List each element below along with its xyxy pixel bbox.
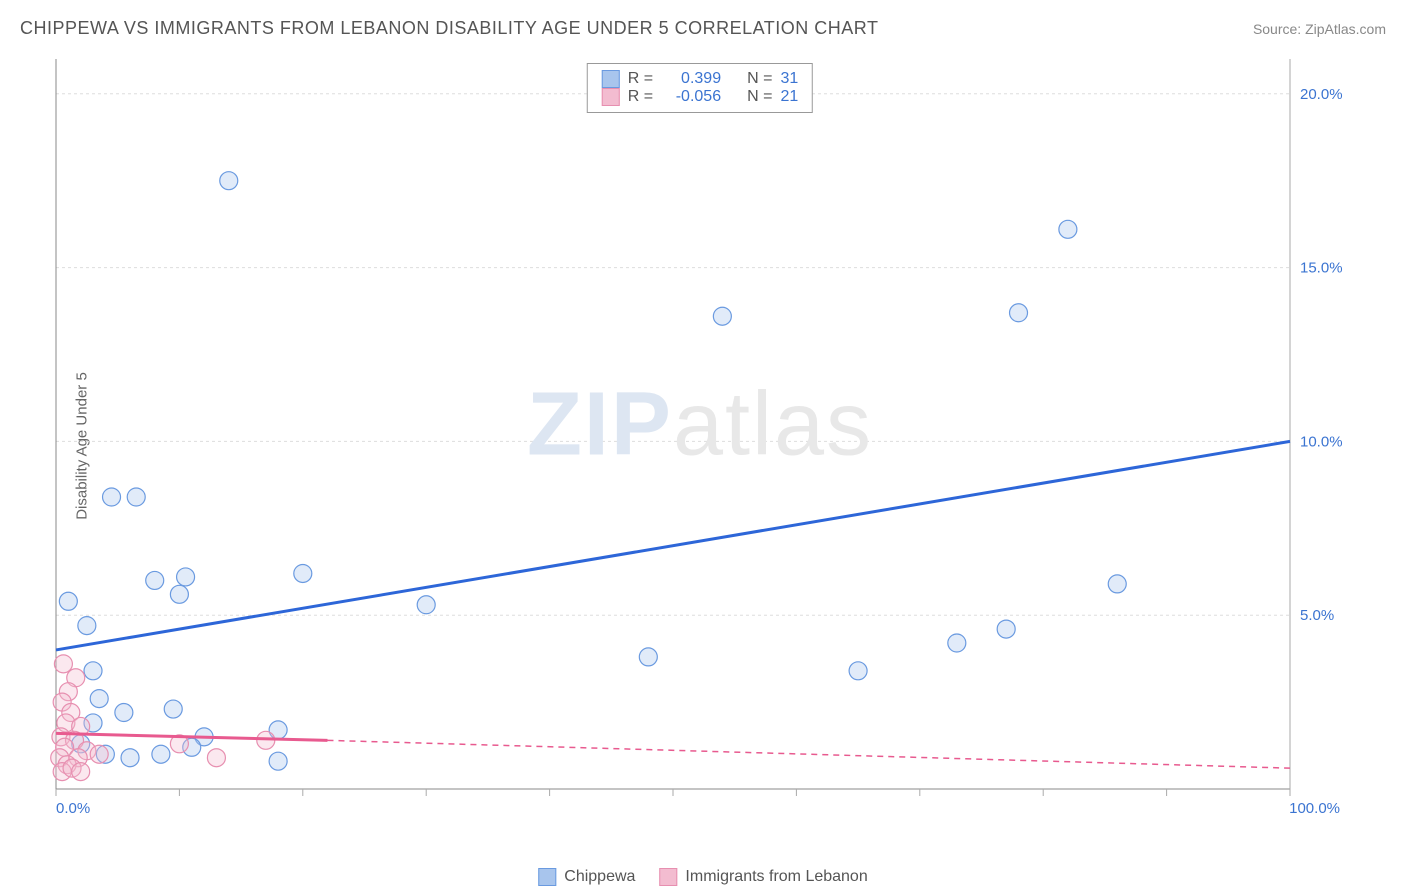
legend-label: Immigrants from Lebanon [685,868,867,886]
data-point [417,596,435,614]
legend-swatch [538,868,556,886]
legend-item: Chippewa [538,868,635,886]
data-point [849,662,867,680]
y-tick-label: 10.0% [1300,433,1343,450]
data-point [115,704,133,722]
data-point [59,592,77,610]
legend-swatch [602,70,620,88]
x-tick-label: 0.0% [56,800,90,817]
data-point [152,745,170,763]
r-value: -0.056 [661,88,721,106]
chart-plot-area: 5.0%10.0%15.0%20.0%0.0%100.0% ZIPatlas R… [50,55,1350,825]
trend-line-dashed [327,740,1290,768]
stats-legend-row: R = -0.056 N = 21 [602,88,798,106]
r-value: 0.399 [661,70,721,88]
data-point [220,172,238,190]
data-point [84,662,102,680]
legend-label: Chippewa [564,868,635,886]
n-value: 21 [780,88,798,106]
data-point [1108,575,1126,593]
y-tick-label: 5.0% [1300,607,1334,624]
legend-item: Immigrants from Lebanon [659,868,867,886]
data-point [164,700,182,718]
n-label: N = [747,88,772,106]
data-point [127,488,145,506]
data-point [997,620,1015,638]
chart-header: CHIPPEWA VS IMMIGRANTS FROM LEBANON DISA… [20,18,1386,39]
data-point [170,585,188,603]
data-point [1010,304,1028,322]
y-tick-label: 15.0% [1300,260,1343,277]
data-point [639,648,657,666]
chart-title: CHIPPEWA VS IMMIGRANTS FROM LEBANON DISA… [20,18,878,39]
stats-legend-row: R = 0.399 N = 31 [602,70,798,88]
data-point [1059,220,1077,238]
data-point [78,617,96,635]
data-point [90,745,108,763]
n-label: N = [747,70,772,88]
x-tick-label: 100.0% [1289,800,1340,817]
chart-svg: 5.0% 10.0% 15.0% 20.0% 0.0% 100.0% [50,55,1350,825]
data-point [72,763,90,781]
y-tick-label: 20.0% [1300,86,1343,103]
data-point [177,568,195,586]
r-label: R = [628,70,653,88]
r-label: R = [628,88,653,106]
n-value: 31 [780,70,798,88]
data-point [103,488,121,506]
data-point [713,307,731,325]
data-point [146,571,164,589]
data-point [948,634,966,652]
stats-legend: R = 0.399 N = 31 R = -0.056 N = 21 [587,63,813,113]
data-point [121,749,139,767]
data-point [207,749,225,767]
data-point [54,655,72,673]
chart-source: Source: ZipAtlas.com [1253,21,1386,37]
data-point [294,564,312,582]
trend-line [56,441,1290,650]
legend-swatch [602,88,620,106]
legend-swatch [659,868,677,886]
series-legend: Chippewa Immigrants from Lebanon [538,868,867,886]
data-point [90,690,108,708]
data-point [269,752,287,770]
